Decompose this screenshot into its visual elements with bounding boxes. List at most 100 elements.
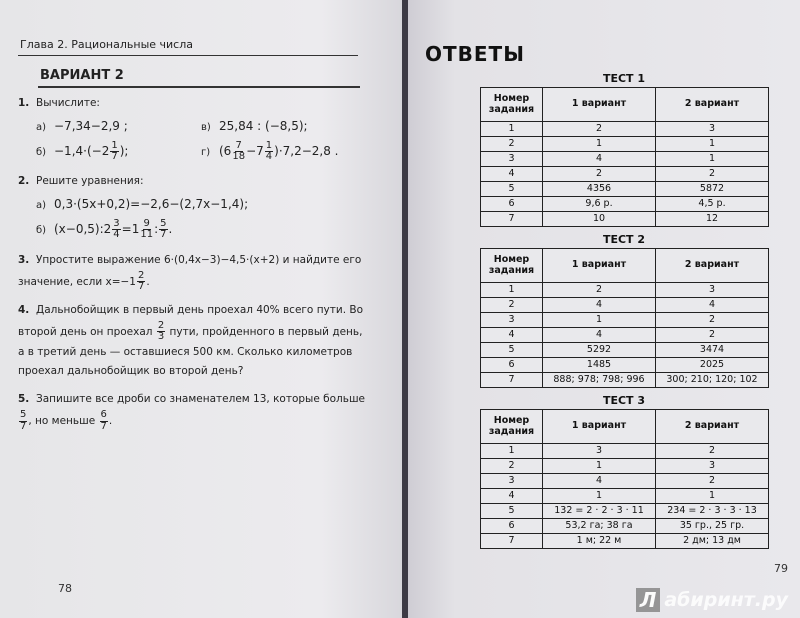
task-item: б) −1,4·(−2 1 7); <box>36 139 201 164</box>
text-segment: (6 <box>219 144 232 159</box>
task-number: 1. <box>18 97 30 109</box>
task-items: а) 0,3·(5x+0,2)=−2,6−(2,7x−1,4); б) (x−0,5)… <box>18 192 368 242</box>
numerator: 7 <box>234 139 243 153</box>
numerator: 3 <box>112 217 121 231</box>
denominator: 7 <box>160 229 167 241</box>
variant-title: ВАРИАНТ 2 <box>40 68 124 83</box>
table-cell: 4356 <box>542 181 656 197</box>
numerator: 5 <box>159 217 168 231</box>
header-row: Номер задания 1 вариант 2 вариант <box>480 248 769 283</box>
task-prompt: Решите уравнения: <box>36 175 144 188</box>
table-cell: 5292 <box>542 342 656 358</box>
task-5: 5. Запишите все дроби со знаменателем 13,… <box>18 390 368 432</box>
table-cell: 888; 978; 798; 996 <box>542 372 656 388</box>
variant-rule <box>38 86 360 88</box>
column-header: Номер задания <box>480 87 543 122</box>
table-cell: 2 <box>480 458 543 474</box>
task-list: 1. Вычислите: а) −7,34−2,9 ; в) 25,84 : (−8,5… <box>18 94 368 432</box>
table-cell: 4,5 р. <box>655 196 769 212</box>
table-cell: 234 = 2 · 3 · 3 · 13 <box>655 503 769 519</box>
table-cell: 1 <box>542 312 656 328</box>
table-cell: 2025 <box>655 357 769 373</box>
text-segment: −7 <box>246 144 264 159</box>
right-page: ОТВЕТЫ ТЕСТ 1 Номер задания 1 вариант 2 вар… <box>408 0 800 618</box>
text-segment: −1,4·(−2 <box>54 144 110 159</box>
table-cell: 10 <box>542 211 656 227</box>
numerator: 6 <box>99 409 108 422</box>
task-text: Запишите все дроби со знаменателем 13, к… <box>18 393 365 431</box>
table-cell: 3 <box>655 282 769 298</box>
table-cell: 5 <box>480 503 543 519</box>
task-prompt: Вычислите: <box>36 97 100 109</box>
denominator: 4 <box>113 229 120 241</box>
denominator: 7 <box>100 420 107 432</box>
column-header: 1 вариант <box>542 87 656 122</box>
numerator: 9 <box>142 217 151 231</box>
denominator: 7 <box>137 281 145 293</box>
table-cell: 3 <box>655 121 769 137</box>
task-2: 2. Решите уравнения: а) 0,3·(5x+0,2)=−2,6−(… <box>18 172 368 242</box>
text-segment: . <box>146 275 150 288</box>
numerator: 1 <box>110 139 119 153</box>
column-header: 2 вариант <box>655 248 769 283</box>
table-cell: 2 <box>542 282 656 298</box>
item-label: в) <box>201 121 211 133</box>
left-page: Глава 2. Рациональные числа ВАРИАНТ 2 1.… <box>0 0 402 618</box>
table-cell: 1 <box>655 136 769 152</box>
table-cell: 4 <box>480 166 543 182</box>
table-cell: 1485 <box>542 357 656 373</box>
table-cell: 4 <box>542 473 656 489</box>
item-label: а) <box>36 200 47 212</box>
header-rule <box>18 55 358 56</box>
text-segment: , но меньше <box>28 415 99 428</box>
table-cell: 1 <box>542 458 656 474</box>
table-row: 6 53,2 га; 38 га 35 гр., 25 гр. <box>480 518 769 534</box>
numerator: 2 <box>156 319 166 332</box>
table-cell: 4 <box>542 151 656 167</box>
fraction: 7 18 <box>232 139 246 163</box>
test-title: ТЕСТ 2 <box>602 233 646 246</box>
column-header: 1 вариант <box>542 409 656 444</box>
table-cell: 1 <box>655 488 769 504</box>
item-label: б) <box>36 225 47 237</box>
table-row: 6 1485 2025 <box>480 357 769 373</box>
task-item: а) −7,34−2,9 ; <box>36 114 201 139</box>
answer-table-2: Номер задания 1 вариант 2 вариант 1 2 3 2 4 4 3 1 2… <box>480 248 769 388</box>
table-cell: 5 <box>480 181 543 197</box>
text-segment: −7,34−2,9 ; <box>54 118 128 133</box>
answers-title: ОТВЕТЫ <box>425 42 525 66</box>
text-segment: пути, пройденного в первый день, а в тре… <box>18 325 363 378</box>
table-cell: 9,6 р. <box>542 196 656 212</box>
table-cell: 1 <box>480 121 543 137</box>
text-segment: 0,3·(5x+0,2)=−2,6−(2,7x−1,4); <box>54 197 249 212</box>
table-cell: 2 <box>655 312 769 328</box>
table-cell: 4 <box>655 297 769 313</box>
task-3: 3. Упростите выражение 6·(0,4x−3)−4,5·(x+… <box>18 251 368 293</box>
task-item: г) (6 7 18 −7 1 4)·7,2−2,8 . <box>201 139 366 164</box>
item-label: б) <box>36 147 47 159</box>
table-cell: 35 гр., 25 гр. <box>655 518 769 534</box>
task-text: Дальнобойщик в первый день проехал 40% в… <box>18 304 363 378</box>
task-items: а) −7,34−2,9 ; в) 25,84 : (−8,5); б) −1,4·(−2… <box>18 114 368 164</box>
table-cell: 2 <box>655 473 769 489</box>
task-number: 2. <box>18 175 30 188</box>
table-cell: 2 <box>480 297 543 313</box>
column-header: Номер задания <box>480 248 543 283</box>
text-segment: . <box>108 415 113 428</box>
page-number-right: 79 <box>774 562 788 575</box>
denominator: 18 <box>232 151 246 163</box>
task-item: в) 25,84 : (−8,5); <box>201 114 366 139</box>
